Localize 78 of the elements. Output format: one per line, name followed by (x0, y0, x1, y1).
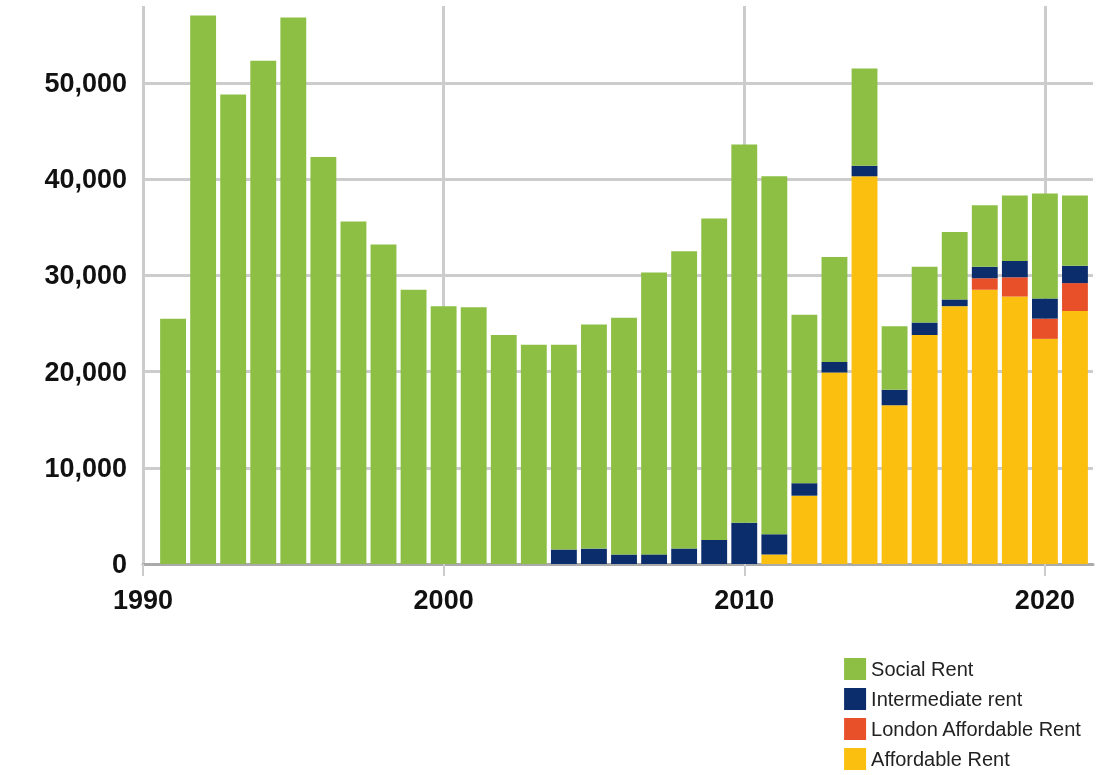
bar (641, 554, 667, 564)
bar (911, 266, 938, 323)
bar (1001, 296, 1028, 564)
bar (250, 60, 277, 564)
bar (550, 549, 577, 564)
bar (430, 306, 457, 564)
bar (1001, 195, 1028, 261)
bar (310, 157, 337, 564)
bar (671, 548, 698, 564)
bar (881, 326, 908, 390)
legend-label: Social Rent (871, 658, 974, 680)
bar (611, 554, 637, 564)
bar (280, 17, 307, 564)
bar (611, 317, 637, 555)
bar (490, 335, 517, 564)
bar (671, 251, 698, 549)
bar (821, 257, 848, 362)
bar (1062, 265, 1088, 284)
bar (641, 272, 667, 555)
bar (971, 289, 998, 564)
y-tick-label: 0 (111, 549, 127, 579)
legend-label: London Affordable Rent (871, 718, 1082, 740)
bar (761, 534, 788, 555)
legend-label: Intermediate rent (871, 688, 1023, 710)
bar (821, 372, 848, 564)
bar (971, 266, 998, 279)
bar (340, 221, 367, 564)
bar (731, 522, 758, 564)
x-tick-label: 2000 (413, 584, 474, 615)
bar (1031, 298, 1058, 319)
y-tick-label: 30,000 (44, 260, 127, 291)
bar (851, 68, 878, 166)
bar (761, 554, 788, 564)
bar (761, 176, 788, 535)
bar (1062, 283, 1088, 311)
bar (520, 344, 547, 564)
bar (791, 483, 818, 496)
bar (701, 539, 728, 564)
legend-label: Affordable Rent (871, 748, 1011, 770)
bar (851, 176, 878, 564)
bar (971, 205, 998, 267)
y-tick-label: 40,000 (44, 164, 127, 195)
bar (400, 289, 427, 564)
bar (941, 306, 968, 564)
bar (971, 278, 998, 290)
bar (881, 389, 908, 406)
bar (160, 318, 186, 564)
bar (1001, 277, 1028, 297)
bar (731, 144, 758, 523)
bar (791, 314, 818, 484)
bar (791, 495, 818, 564)
bar (1062, 195, 1088, 266)
bar (581, 324, 607, 549)
bar (941, 299, 968, 307)
bar (460, 307, 487, 564)
bar (190, 15, 217, 564)
bar (1031, 193, 1058, 299)
y-tick-label: 50,000 (44, 67, 127, 98)
bar (1001, 260, 1028, 278)
y-tick-label: 10,000 (44, 452, 127, 483)
x-tick-label: 2020 (1014, 584, 1075, 615)
bar (370, 244, 397, 564)
bar (851, 165, 878, 177)
bar (911, 322, 938, 336)
bar (941, 232, 968, 300)
bar (1062, 310, 1088, 564)
bar (550, 344, 577, 550)
bar (881, 405, 908, 564)
bar (581, 548, 607, 564)
x-tick-label: 2010 (714, 584, 775, 615)
x-tick-label: 1990 (112, 584, 174, 615)
bar (701, 218, 728, 540)
bar (821, 361, 848, 373)
y-tick-label: 20,000 (44, 356, 127, 387)
bar (220, 94, 247, 564)
bar (1031, 338, 1058, 564)
bar (1031, 318, 1058, 339)
bar (911, 335, 938, 564)
